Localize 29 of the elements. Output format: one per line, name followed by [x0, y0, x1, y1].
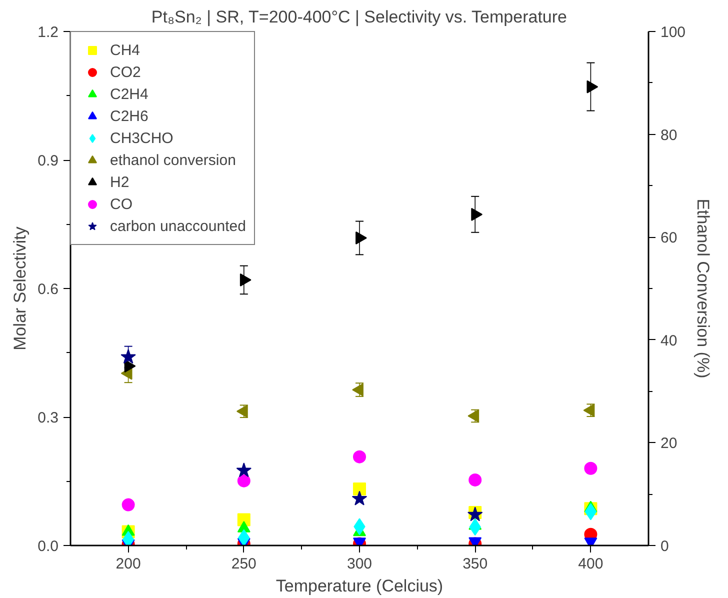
legend-label: CH3CHO [110, 130, 174, 146]
y2-tick-label: 80 [660, 126, 678, 144]
legend-label: CO [110, 196, 132, 212]
y-axis-title: Molar Selectivity [10, 226, 30, 350]
legend-label: C2H6 [110, 108, 148, 124]
x-axis-title: Temperature (Celcius) [276, 576, 444, 596]
y2-tick-label: 60 [660, 230, 678, 247]
y-tick-label: 0.6 [38, 281, 59, 298]
y-tick-label: 0.0 [38, 538, 59, 555]
legend-label: carbon unaccounted [110, 218, 246, 234]
y2-tick-label: 100 [660, 24, 686, 41]
y2-tick-label: 40 [660, 332, 678, 350]
y-tick-label: 0.9 [38, 152, 59, 170]
legend-label: ethanol conversion [110, 152, 236, 168]
legend-label: CO2 [110, 64, 141, 80]
legend-label: H2 [110, 174, 130, 190]
y2-tick-label: 0 [660, 538, 669, 555]
legend-label: CH4 [110, 42, 140, 58]
y2-axis-title: Ethanol Conversion (%) [694, 198, 713, 378]
chart-title: Pt₈Sn₂ | SR, T=200-400°C | Selectivity vs. Temperature [151, 8, 567, 26]
legend-label: C2H4 [110, 86, 148, 102]
y-tick-label: 1.2 [38, 24, 59, 41]
y2-tick-label: 20 [660, 435, 678, 452]
y-tick-label: 0.3 [38, 410, 59, 426]
x-tick-label: 200 [116, 556, 141, 572]
x-tick-label: 300 [346, 556, 372, 572]
x-tick-label: 350 [462, 556, 488, 572]
x-tick-label: 250 [231, 556, 256, 572]
x-tick-label: 400 [578, 556, 604, 572]
